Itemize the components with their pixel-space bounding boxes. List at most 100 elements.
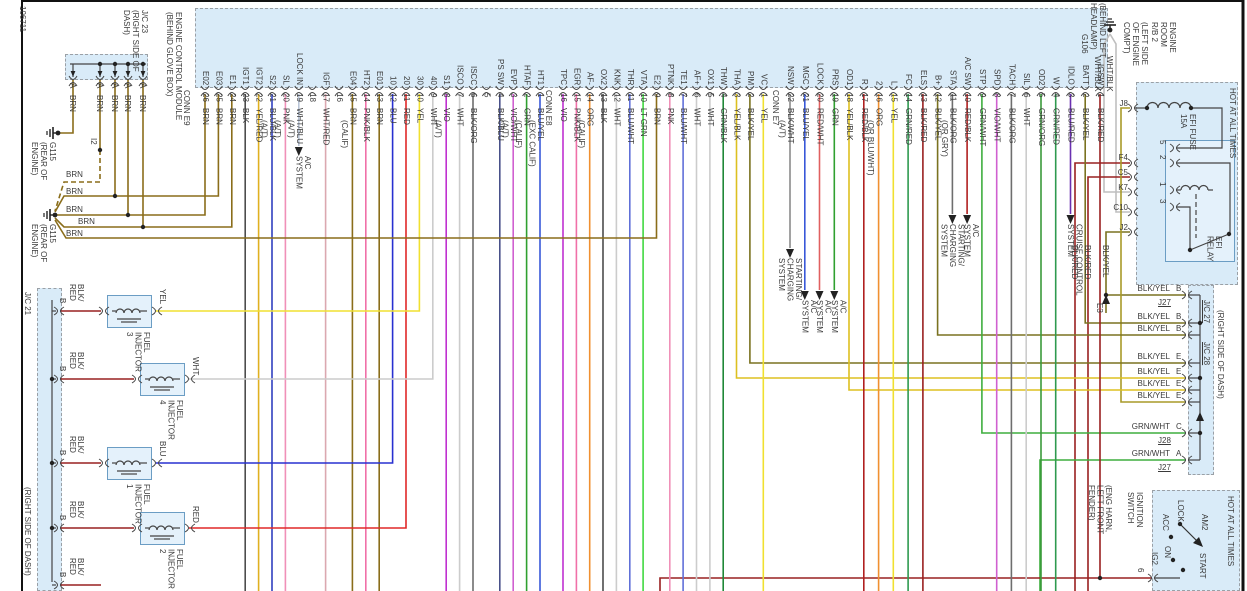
terminal-icon	[388, 92, 398, 97]
pin-name-label: TE1	[679, 70, 689, 85]
jc-row-pin-label: E	[1176, 352, 1182, 361]
terminal-icon	[227, 92, 237, 97]
terminal-icon	[481, 92, 491, 97]
pin-name-label: PRS	[830, 68, 840, 85]
wire	[1176, 206, 1191, 250]
pin-number-label: 15	[889, 93, 899, 102]
pin-name-label: EVP	[509, 68, 519, 85]
pin-number-label: 14	[585, 93, 595, 102]
terminal-icon	[558, 85, 568, 90]
wire	[156, 94, 394, 464]
pin-number-label: 22	[786, 93, 795, 102]
pin-name-label: AF-	[585, 72, 595, 85]
text-label: HOT AT ALL TIMES	[1228, 88, 1237, 159]
jc-row-pin-label: B	[1176, 284, 1182, 293]
terminal-icon	[455, 85, 465, 90]
text-label: A	[110, 83, 119, 89]
pin-number-label: 13	[918, 93, 928, 102]
terminal-icon	[625, 85, 635, 90]
pin-color-suffix-label: (A/T)	[286, 120, 296, 138]
junction-dot	[112, 193, 118, 199]
pin-number-label: 8	[442, 93, 452, 98]
terminal-icon	[758, 92, 768, 97]
junction-dot	[140, 61, 146, 67]
terminal-icon	[1181, 290, 1186, 300]
terminal-icon	[334, 92, 344, 97]
text-label: RELAY	[1205, 236, 1215, 262]
junction-dot	[1144, 105, 1150, 111]
pin-name-label: STP	[977, 69, 987, 85]
terminal-icon	[1095, 85, 1105, 90]
text-label: G115	[48, 142, 57, 161]
terminal-icon	[977, 85, 987, 90]
pin-color-label: GRN/RED	[1051, 108, 1061, 145]
arrow-icon	[800, 291, 809, 300]
terminal-icon	[571, 85, 581, 90]
terminal-icon	[859, 92, 869, 97]
terminal-icon	[611, 92, 621, 97]
terminal-icon	[1066, 92, 1075, 97]
pin-color-label: YEL	[889, 108, 899, 124]
pin-name-label: LOCK IN	[294, 52, 304, 85]
text-label: (BEHIND LEFT	[1098, 3, 1107, 58]
arrow-icon	[815, 291, 824, 300]
terminal-icon	[874, 92, 884, 97]
pin-number-label: 17	[859, 93, 869, 102]
terminal-icon	[441, 92, 451, 97]
pin-color-label: BLK/ORG	[1007, 108, 1017, 144]
text-label: (LEFT SIDE	[1140, 22, 1149, 65]
jc-row-pin-label: B	[1176, 312, 1182, 321]
text-label: BRN	[95, 95, 104, 112]
terminal-icon	[138, 374, 143, 384]
pin-color-label: YEL/RED	[254, 108, 264, 143]
pin-number-label: 24	[227, 93, 237, 102]
jc-row-color-label: BLK/YEL	[1137, 391, 1170, 400]
jc-row-color-label: BLK/YEL	[1137, 352, 1170, 361]
pin-number-label: 19	[294, 93, 304, 102]
text-label: ENGINE	[1168, 22, 1177, 53]
junction-dot	[140, 224, 146, 230]
terminal-icon	[60, 523, 65, 533]
junction-dot	[1197, 320, 1203, 326]
pin-number-label: 12	[612, 93, 622, 102]
terminal-icon	[60, 306, 65, 316]
terminal-icon	[815, 92, 824, 97]
pin-number-label: 23	[241, 93, 251, 102]
pin-color-label: BRN	[227, 108, 237, 125]
jc-row-connector-label: J28	[1158, 436, 1171, 445]
terminal-icon	[1134, 187, 1139, 197]
jc-row-connector-label: J27	[1158, 463, 1171, 472]
terminal-icon	[1036, 85, 1046, 90]
pin-color-label: YEL/BLK	[845, 108, 854, 141]
terminal-icon	[1181, 385, 1186, 395]
terminal-icon	[558, 92, 568, 97]
text-label: INJECTOR	[133, 332, 143, 372]
terminal-icon	[585, 92, 595, 97]
pin-color-label: RED/WHT	[815, 108, 825, 146]
pin-number-label: 3	[1066, 93, 1076, 98]
junction-dot	[1103, 292, 1109, 298]
terminal-icon	[401, 85, 411, 90]
junction-dot	[1180, 567, 1186, 573]
pin-number-label: 21	[268, 93, 277, 102]
pin-number-label: 11	[948, 93, 958, 102]
text-label: B	[58, 450, 67, 456]
pin-color-suffix-label: (A/T)	[433, 120, 443, 138]
terminal-icon	[1080, 85, 1090, 90]
system-destination-label: A/C SYSTEM	[815, 300, 833, 333]
terminal-icon	[874, 85, 884, 90]
pin-color-label: WHT	[612, 108, 622, 127]
arrow-icon	[1102, 295, 1110, 304]
pin-number-label: 12	[933, 93, 943, 102]
pin-color-label: VIO	[559, 108, 568, 122]
terminal-icon	[638, 92, 648, 97]
pin-name-label: IGT2	[254, 67, 264, 85]
text-label: B	[58, 572, 67, 578]
pin-number-label: 4	[1051, 93, 1061, 98]
terminal-icon	[1127, 207, 1132, 217]
wire	[1109, 33, 1130, 213]
terminal-icon	[1127, 187, 1132, 197]
text-label: FUEL	[142, 484, 151, 505]
terminal-icon	[468, 92, 478, 97]
terminal-icon	[977, 92, 987, 97]
